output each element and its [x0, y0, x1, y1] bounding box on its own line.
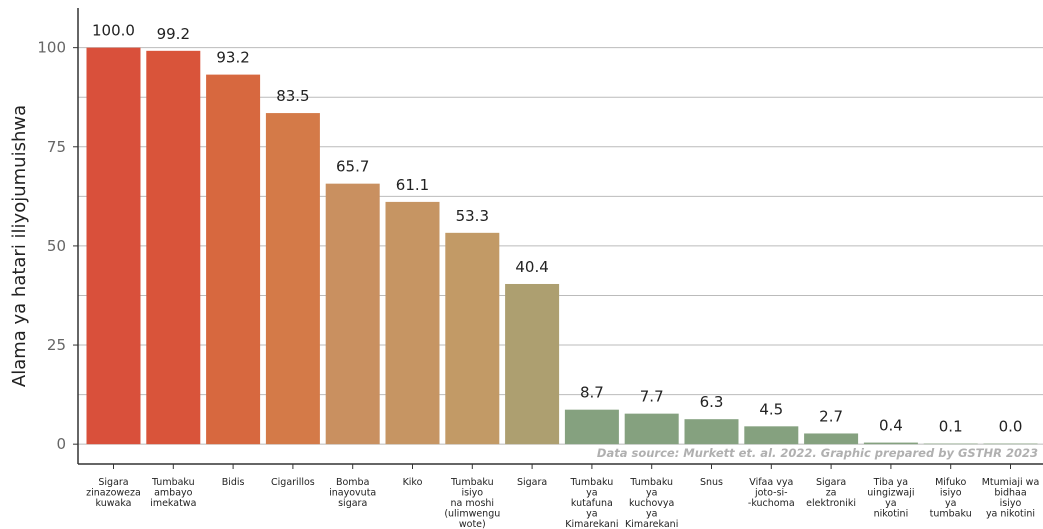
value-label: 8.7	[580, 384, 604, 402]
x-tick-label: Mifuko isiyo ya tumbaku	[930, 477, 972, 520]
bar	[206, 74, 261, 445]
y-tick-label: 50	[47, 237, 66, 255]
value-label: 53.3	[456, 207, 489, 225]
x-tick-label: Cigarillos	[271, 477, 315, 488]
value-label: 93.2	[216, 49, 249, 67]
value-label: 100.0	[92, 22, 135, 40]
y-tick-label: 0	[56, 435, 66, 453]
x-tick-label: Bidis	[222, 477, 245, 488]
value-label: 6.3	[700, 393, 724, 411]
value-label: 4.5	[759, 400, 783, 418]
value-label: 99.2	[157, 25, 190, 43]
x-tick-label: Tumbaku ya kuchovya ya Kimarekani	[625, 477, 678, 529]
value-label: 65.7	[336, 158, 369, 176]
bar	[923, 443, 978, 445]
bar	[505, 283, 560, 445]
x-category-labels: Sigara zinazoweza kuwaka Tumbaku ambayo imeka…	[86, 477, 1039, 529]
value-label: 0.4	[879, 417, 903, 435]
x-tick-label: Tumbaku ya kutafuna ya Kimarekani	[565, 477, 618, 529]
x-tick-label: Tumbaku isiyo na moshi (ulimwengu wote)	[444, 477, 500, 529]
value-label: 40.4	[515, 258, 548, 276]
x-tick-label: Kiko	[403, 477, 423, 488]
bar	[983, 443, 1038, 445]
x-tick-label: Vifaa vya joto-si--kuchoma	[748, 477, 795, 509]
x-tick-label: Mtumiaji wa bidhaa isiyo ya nikotini	[982, 477, 1040, 520]
y-tick-label: 25	[47, 336, 66, 354]
bars	[86, 47, 1038, 445]
value-label: 0.1	[939, 418, 963, 436]
bar	[86, 47, 141, 445]
y-tick-label: 75	[47, 138, 66, 156]
y-axis-label: Alama ya hatari iliyojumuishwa	[9, 105, 30, 387]
bar	[445, 232, 500, 445]
y-tick-label: 100	[37, 39, 66, 57]
bar	[146, 50, 201, 445]
bar	[744, 426, 799, 445]
value-labels: 100.0 99.2 93.2 83.5 65.7 61.1 53.3 40.4 8.7 7.7 6…	[92, 22, 1022, 436]
x-tick-label: Tiba ya uingizwaji ya nikotini	[867, 477, 914, 520]
x-tick-label: Tumbaku ambayo imekatwa	[150, 477, 196, 509]
axes	[77, 8, 1043, 469]
value-label: 83.5	[276, 87, 309, 105]
bar	[684, 419, 739, 445]
value-label: 61.1	[396, 176, 429, 194]
bar	[385, 201, 440, 445]
bar	[804, 433, 859, 445]
x-tick-label: Sigara za elektroniki	[806, 477, 856, 509]
x-tick-label: Snus	[700, 477, 723, 488]
x-tick-label: Sigara	[517, 477, 547, 488]
value-label: 7.7	[640, 388, 664, 406]
x-tick-label: Sigara zinazoweza kuwaka	[86, 477, 141, 509]
bar	[325, 183, 380, 445]
source-note: Data source: Murkett et. al. 2022. Graph…	[597, 446, 1038, 460]
value-label: 0.0	[999, 418, 1023, 436]
bar	[265, 113, 320, 445]
bar	[624, 413, 679, 445]
bar	[564, 409, 619, 445]
x-tick-label: Bomba inayovuta sigara	[329, 477, 376, 509]
y-tick-labels: 0 25 50 75 100	[37, 39, 78, 453]
bar	[863, 442, 918, 445]
value-label: 2.7	[819, 407, 843, 425]
